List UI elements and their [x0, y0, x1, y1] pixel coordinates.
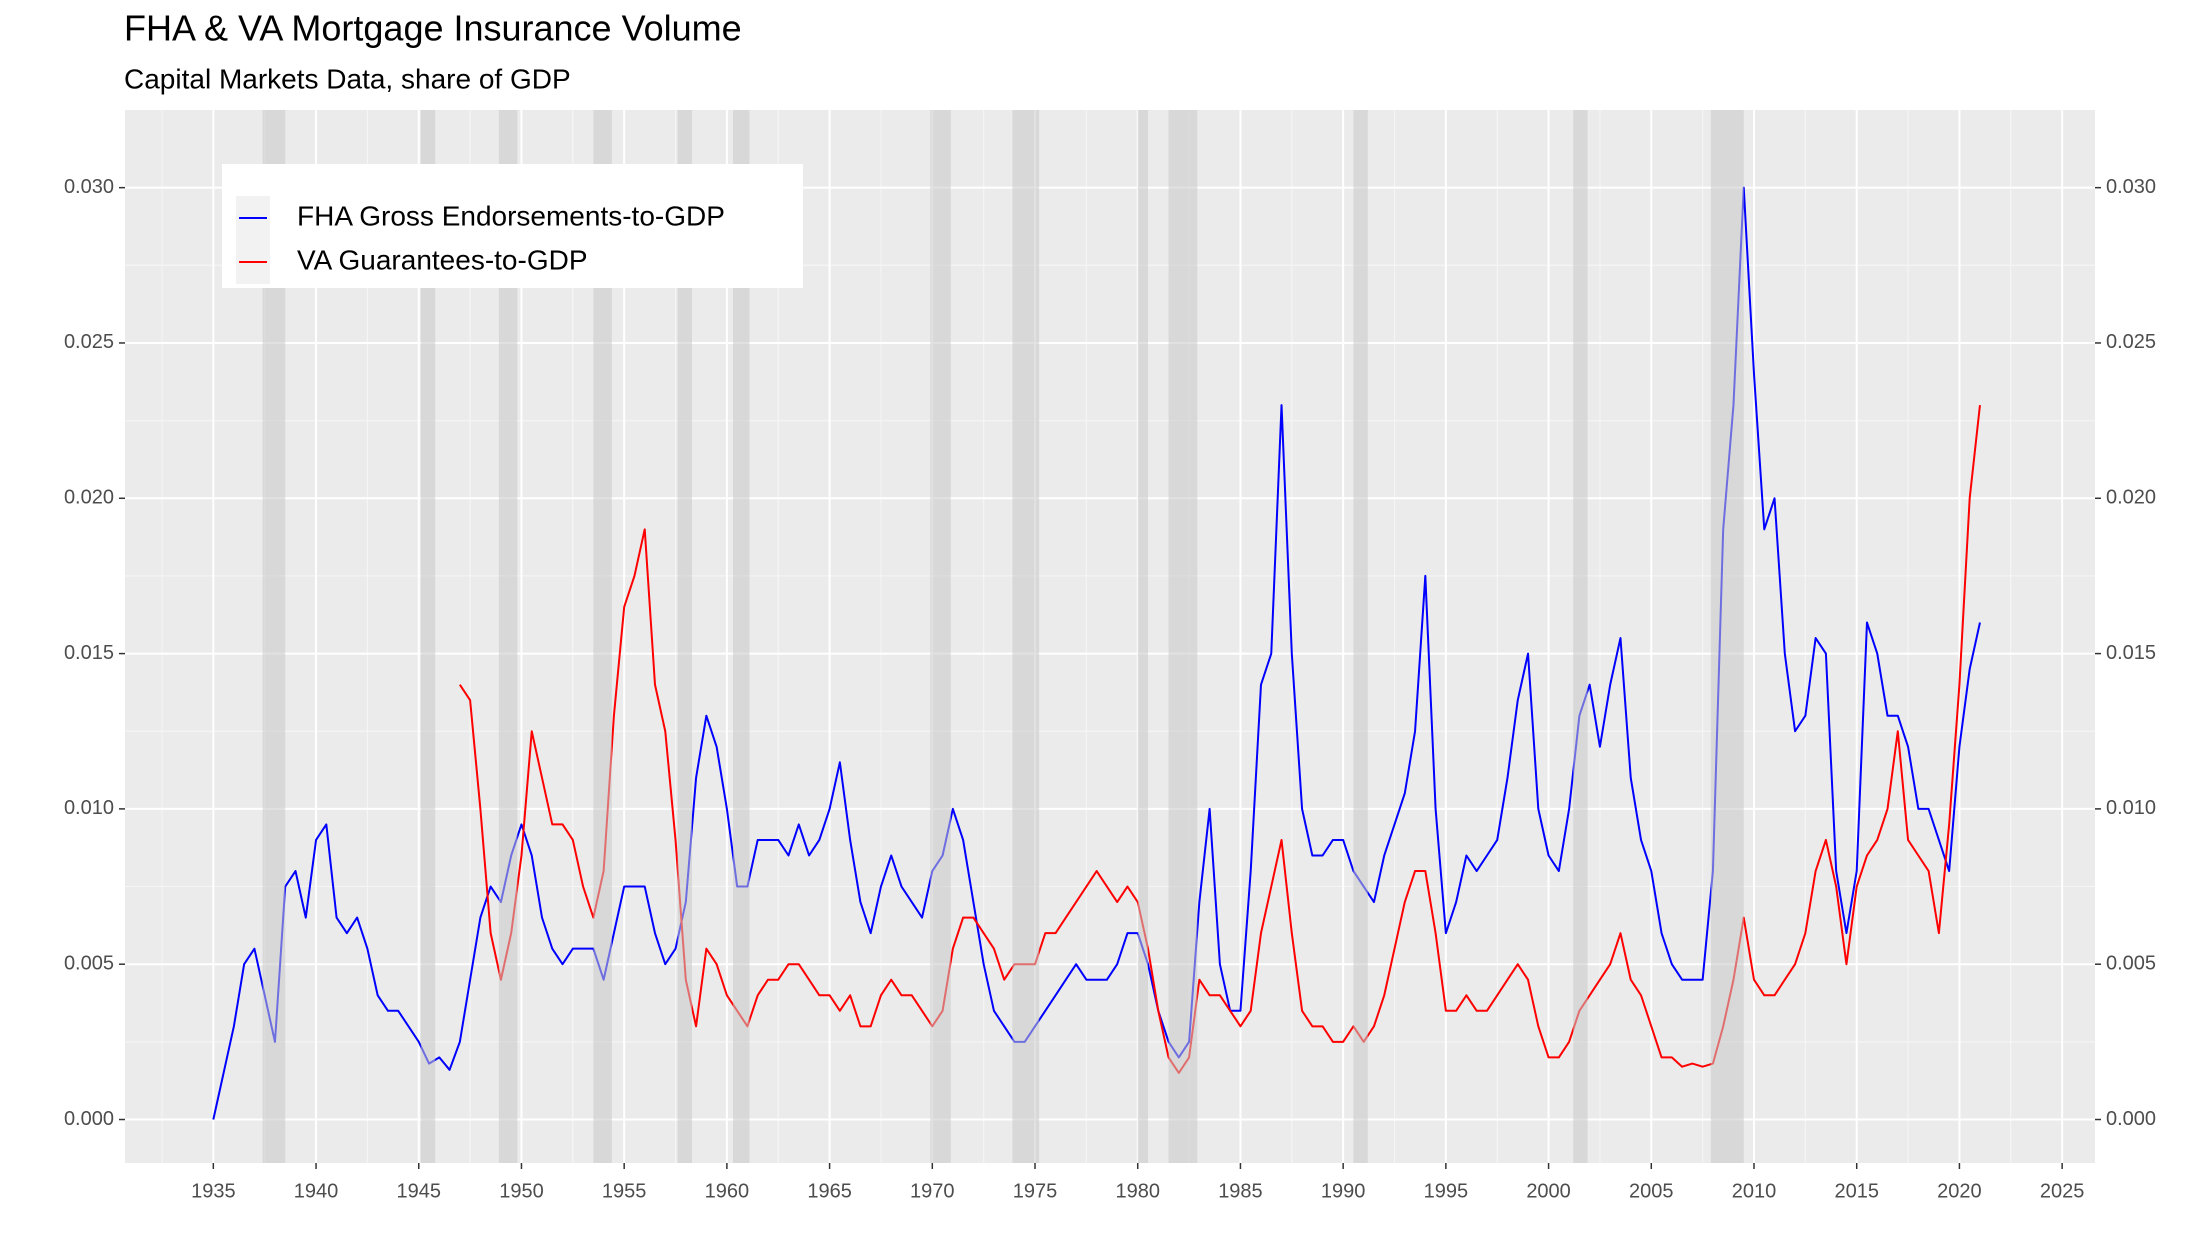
- x-tick-label: 2000: [1526, 1180, 1571, 1202]
- y-tick-label: 0.020: [64, 487, 114, 509]
- recession-band: [262, 110, 286, 1163]
- recession-band: [733, 110, 750, 1163]
- recession-band: [1710, 110, 1744, 1163]
- x-tick-label: 1965: [807, 1180, 852, 1202]
- recession-band: [930, 110, 951, 1163]
- x-tick-label: 2015: [1834, 1180, 1879, 1202]
- legend-box: [222, 164, 803, 288]
- y2-tick-label: 0.000: [2106, 1108, 2156, 1130]
- y2-tick-label: 0.030: [2106, 176, 2156, 198]
- y2-tick-label: 0.025: [2106, 331, 2156, 353]
- legend: FHA Gross Endorsements-to-GDP VA Guarante…: [222, 164, 803, 288]
- x-tick-label: 1940: [294, 1180, 339, 1202]
- x-tick-label: 1955: [602, 1180, 647, 1202]
- legend-label: FHA Gross Endorsements-to-GDP: [297, 200, 725, 231]
- recession-band: [498, 110, 518, 1163]
- recession-band: [1573, 110, 1588, 1163]
- y2-tick-label: 0.005: [2106, 952, 2156, 974]
- chart-title: FHA & VA Mortgage Insurance Volume: [124, 8, 742, 49]
- recession-band: [1168, 110, 1198, 1163]
- x-tick-label: 1935: [191, 1180, 236, 1202]
- x-tick-label: 2005: [1629, 1180, 1674, 1202]
- recession-bands: [262, 110, 1744, 1163]
- x-tick-label: 1960: [705, 1180, 750, 1202]
- y2-tick-label: 0.020: [2106, 487, 2156, 509]
- recession-band: [1137, 110, 1149, 1163]
- x-tick-label: 2025: [2040, 1180, 2085, 1202]
- y-tick-label: 0.005: [64, 952, 114, 974]
- y-tick-label: 0.000: [64, 1108, 114, 1130]
- x-tick-label: 1950: [499, 1180, 544, 1202]
- x-tick-label: 1990: [1321, 1180, 1366, 1202]
- x-tick-label: 1985: [1218, 1180, 1263, 1202]
- chart-subtitle: Capital Markets Data, share of GDP: [124, 63, 571, 94]
- y-tick-label: 0.030: [64, 176, 114, 198]
- x-tick-label: 1945: [397, 1180, 442, 1202]
- axes: 1935 1940 1945 1950 1955 1960 1965 1970 1975 1980…: [64, 176, 2156, 1202]
- x-tick-label: 1970: [910, 1180, 955, 1202]
- recession-band: [677, 110, 692, 1163]
- recession-band: [420, 110, 436, 1163]
- y-tick-label: 0.015: [64, 642, 114, 664]
- x-tick-label: 1975: [1013, 1180, 1058, 1202]
- recession-band: [1012, 110, 1040, 1163]
- x-tick-label: 1980: [1115, 1180, 1160, 1202]
- recession-band: [1353, 110, 1368, 1163]
- legend-label: VA Guarantees-to-GDP: [297, 244, 588, 275]
- y2-tick-label: 0.010: [2106, 797, 2156, 819]
- recession-band: [593, 110, 612, 1163]
- y2-tick-label: 0.015: [2106, 642, 2156, 664]
- x-tick-label: 2020: [1937, 1180, 1982, 1202]
- y-tick-label: 0.025: [64, 331, 114, 353]
- x-tick-label: 1995: [1424, 1180, 1469, 1202]
- y-tick-label: 0.010: [64, 797, 114, 819]
- x-tick-label: 2010: [1732, 1180, 1777, 1202]
